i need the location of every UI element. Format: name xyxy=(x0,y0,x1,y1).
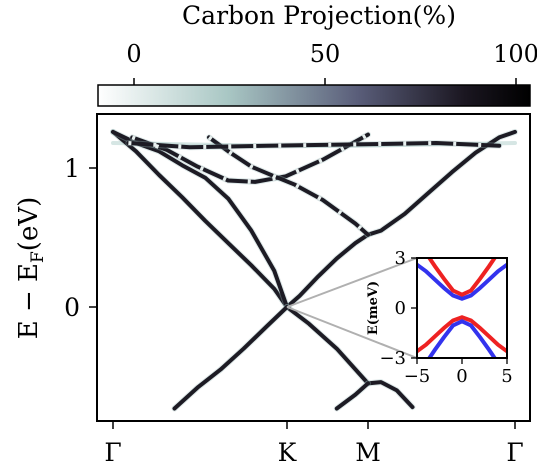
band-halo xyxy=(110,128,290,310)
band-lines xyxy=(110,128,518,412)
x-tick-label: Γ xyxy=(506,438,523,467)
inset-x-tick-label: −5 xyxy=(404,366,431,387)
band-line xyxy=(334,381,370,411)
band-line xyxy=(111,129,289,309)
zoom-connector-top xyxy=(286,257,418,308)
colorbar-tick-labels: 0 50 100 xyxy=(126,40,537,68)
band-projection-dash xyxy=(128,140,500,150)
inset-x-axis: −5 0 5 xyxy=(404,358,513,387)
x-tick-label: M xyxy=(355,438,381,467)
y-axis-label-unit: (eV) xyxy=(14,197,44,251)
y-tick-label: 0 xyxy=(64,293,80,322)
inset-series-line xyxy=(426,319,498,358)
band-line xyxy=(366,129,517,237)
band-projection-dash xyxy=(207,135,370,237)
y-axis: 10 xyxy=(64,154,97,322)
band-line xyxy=(285,232,370,309)
inset-series-line xyxy=(417,315,507,354)
band-line xyxy=(366,380,415,410)
colorbar-title: Carbon Projection(%) xyxy=(182,1,456,30)
inset-series-line xyxy=(417,262,507,301)
colorbar: Carbon Projection(%) 0 50 100 xyxy=(97,1,537,107)
y-axis-label-main: E − E xyxy=(14,263,44,339)
y-axis-label: E − EF(eV) xyxy=(14,197,48,340)
zoom-connectors xyxy=(286,257,418,359)
band-line xyxy=(172,305,289,411)
inset-y-label: E(meV) xyxy=(366,281,381,335)
colorbar-gradient xyxy=(97,84,531,107)
colorbar-tick-label: 100 xyxy=(493,40,537,68)
inset-plot: −5 0 5 3 0 −3 E(meV) xyxy=(366,248,513,387)
band-line xyxy=(207,135,370,237)
inset-y-tick-label: 0 xyxy=(395,298,406,319)
inset-y-axis: 3 0 −3 xyxy=(379,248,417,369)
colorbar-tick-label: 0 xyxy=(126,40,141,68)
inset-y-tick-label: −3 xyxy=(379,348,406,369)
colorbar-ticks xyxy=(133,78,517,85)
zoom-connector-bottom xyxy=(286,306,418,359)
main-plot-frame xyxy=(96,113,531,422)
x-tick-label: Γ xyxy=(104,438,121,467)
inset-y-tick-label: 3 xyxy=(395,248,406,269)
y-tick-label: 1 xyxy=(64,154,80,183)
colorbar-tick-label: 50 xyxy=(310,40,341,68)
inset-series-line xyxy=(426,258,498,297)
band-line xyxy=(130,132,370,184)
inset-lines xyxy=(417,258,507,358)
inset-x-tick-label: 0 xyxy=(456,366,467,387)
band-line xyxy=(285,305,370,386)
y-axis-label-subscript: F xyxy=(28,251,48,263)
x-tick-label: K xyxy=(278,438,298,467)
inset-x-tick-label: 5 xyxy=(501,366,512,387)
